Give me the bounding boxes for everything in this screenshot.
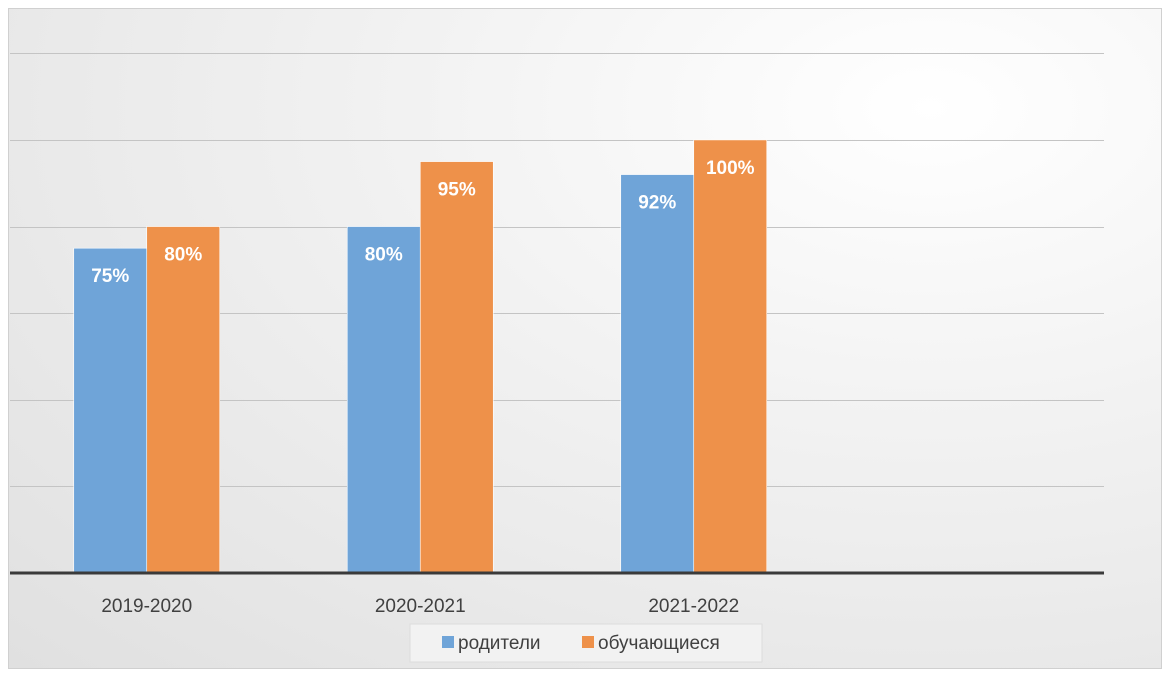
legend-swatch-obuchayushchiesya (582, 636, 594, 648)
bar-roditeli-2019-2020 (73, 247, 148, 574)
bar-obuchayushchiesya-2020-2021 (419, 161, 494, 574)
data-label: 80% (164, 245, 202, 266)
bar-roditeli-2021-2022 (620, 174, 695, 574)
x-tick-label: 2021-2022 (648, 596, 739, 617)
bar-obuchayushchiesya-2021-2022 (693, 139, 768, 574)
data-label: 80% (365, 245, 403, 266)
legend-box (409, 623, 763, 663)
legend-label-roditeli: родители (458, 633, 541, 654)
bar-roditeli-2020-2021 (346, 226, 421, 574)
x-tick-label: 2020-2021 (375, 596, 466, 617)
bars (73, 139, 768, 574)
data-label: 92% (638, 193, 676, 214)
data-labels: 75% 80% 80% 95% 92% 100% (91, 158, 754, 287)
data-label: 100% (706, 158, 755, 179)
x-axis-ticks: 2019-2020 2020-2021 2021-2022 (101, 596, 739, 617)
x-tick-label: 2019-2020 (101, 596, 192, 617)
legend: родители обучающиеся (409, 623, 763, 663)
data-label: 75% (91, 266, 129, 287)
data-label: 95% (438, 180, 476, 201)
legend-swatch-roditeli (442, 636, 454, 648)
bar-obuchayushchiesya-2019-2020 (146, 226, 221, 574)
legend-label-obuchayushchiesya: обучающиеся (598, 633, 720, 654)
